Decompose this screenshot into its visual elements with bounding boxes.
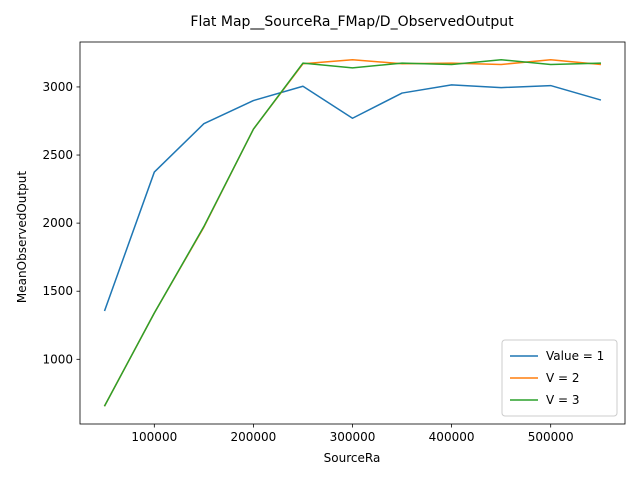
series-line-1 (103, 84, 602, 312)
x-tick-label: 500000 (528, 430, 574, 444)
legend: Value = 1 V = 2 V = 3 (501, 339, 618, 417)
x-tick-label: 400000 (429, 430, 475, 444)
x-tick-label: 300000 (330, 430, 376, 444)
series-line-3 (103, 58, 602, 407)
plot-area: 100000 200000 300000 400000 500000 1000 1500 20… (42, 41, 626, 444)
y-tick-label: 2500 (42, 148, 73, 162)
x-tick-label: 200000 (231, 430, 277, 444)
y-tick-label: 1500 (42, 284, 73, 298)
legend-box (501, 339, 618, 417)
chart-title: Flat Map__SourceRa_FMap/D_ObservedOutput (190, 14, 514, 30)
x-axis-label: SourceRa (324, 451, 381, 465)
y-tick-label: 2000 (42, 216, 73, 230)
y-tick-label: 3000 (42, 80, 73, 94)
y-tick-label: 1000 (42, 352, 73, 366)
y-axis-label: MeanObservedOutput (15, 171, 29, 303)
x-tick-label: 100000 (131, 430, 177, 444)
legend-label-3: V = 3 (546, 393, 580, 407)
legend-label-1: Value = 1 (546, 349, 604, 363)
legend-label-2: V = 2 (546, 371, 580, 385)
